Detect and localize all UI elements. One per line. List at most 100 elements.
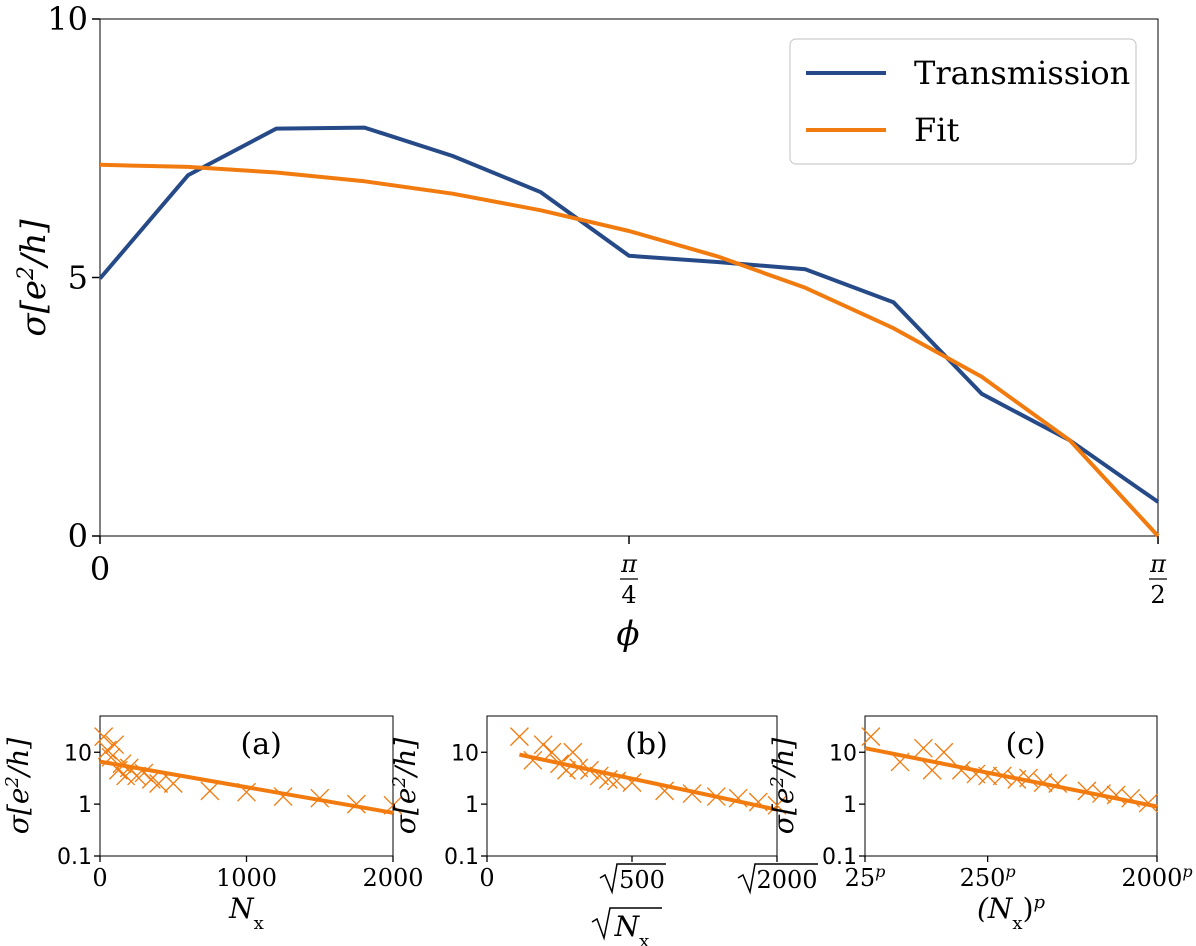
fit-line <box>519 752 778 812</box>
subplot-x-label: Nx <box>228 892 264 934</box>
scatter-point <box>542 742 562 762</box>
subplot-y-label: σ[e2/h] <box>389 738 423 835</box>
subplot-x-tick-label: 2000 <box>756 866 817 894</box>
sqrt-symbol <box>737 863 818 895</box>
main-y-tick-label: 5 <box>68 259 88 297</box>
subplot-a: 0.1 1 10 0 1000 2000 (a) σ[e2/h] Nx <box>2 715 424 934</box>
main-y-tick-label: 10 <box>47 0 88 38</box>
main-plot: 0 5 10 0 π 4 π 2 σ[e2/h] ϕ Transmission Fit <box>14 0 1168 654</box>
main-x-tick-label-den: 4 <box>621 581 636 609</box>
series-line-transmission <box>98 125 1160 504</box>
scatter-point <box>383 795 403 815</box>
scatter-point <box>346 794 366 814</box>
subplot-y-tick-label: 0.1 <box>444 845 479 870</box>
legend-label-transmission: Transmission <box>914 54 1130 92</box>
subplot-y-tick-label: 1 <box>78 793 92 818</box>
fit-line <box>99 759 394 815</box>
subplot-x-tick-label: 0 <box>92 864 107 892</box>
scatter-point <box>1019 768 1038 788</box>
subplot-y-tick-label: 10 <box>829 741 857 766</box>
scatter-point <box>622 773 642 793</box>
subplot-x-tick-label: 2000 <box>362 864 423 892</box>
scatter-point <box>163 774 183 793</box>
main-series <box>98 125 1160 538</box>
scatter-point <box>1092 784 1111 803</box>
scatter-point <box>509 727 529 747</box>
scatter-point <box>141 769 161 789</box>
scatter-point <box>861 727 881 747</box>
scatter-point <box>310 788 330 808</box>
main-y-tick-label: 0 <box>68 517 88 555</box>
panel-label: (a) <box>241 727 282 762</box>
scatter-point <box>934 742 954 762</box>
scatter-point <box>556 760 576 780</box>
main-x-tick-label: 0 <box>90 550 110 588</box>
scatter-point <box>748 792 768 812</box>
scatter-point <box>94 727 114 747</box>
scatter-point <box>922 760 942 780</box>
scatter-point <box>108 760 128 780</box>
legend-label-fit: Fit <box>914 111 959 149</box>
scatter-point <box>992 766 1012 786</box>
subplot-x-label: Nx <box>614 910 650 946</box>
scatter-point <box>1106 785 1126 805</box>
scatter-point <box>951 760 971 780</box>
scatter-point <box>563 742 583 762</box>
scatter-point <box>580 760 599 780</box>
scatter-point <box>655 781 675 801</box>
scatter-point <box>149 774 169 793</box>
scatter-point <box>533 735 553 755</box>
scatter-point <box>523 750 543 770</box>
scatter-point <box>1007 769 1027 789</box>
subplot-x-tick-label: 250p <box>960 862 1016 893</box>
scatter-point <box>913 738 933 758</box>
main-ticks: 0 5 10 0 π 4 π 2 <box>47 0 1167 609</box>
scatter-point <box>1138 793 1158 813</box>
subplot-y-label: σ[e2/h] <box>2 738 36 835</box>
main-x-tick-label-num: π <box>620 550 638 578</box>
scatter-point <box>767 795 787 815</box>
scatter-point <box>237 782 256 802</box>
sqrt-symbol <box>599 863 666 895</box>
main-y-label: σ[e2/h] <box>14 219 55 337</box>
subplot-y-tick-label: 10 <box>64 741 92 766</box>
scatter-point <box>706 787 726 807</box>
subplot-x-tick-label: 0 <box>479 864 494 892</box>
fit-line <box>864 746 1158 809</box>
scatter-point <box>978 766 998 786</box>
subplot-b: 0.1 1 10 0 500 2000 (b) σ[e2/h] Nx <box>389 715 818 946</box>
scatter-point <box>127 766 147 786</box>
panel-label: (b) <box>625 727 668 762</box>
main-x-tick-label-num: π <box>1149 550 1167 578</box>
subplot-y-tick-label: 10 <box>451 741 479 766</box>
scatter-point <box>682 784 702 803</box>
subplot-y-tick-label: 0.1 <box>57 845 92 870</box>
scatter-point <box>728 788 748 808</box>
subplot-y-label: σ[e2/h] <box>767 738 801 835</box>
scatter-point <box>200 781 220 801</box>
series-line-fit <box>99 162 1160 538</box>
main-x-label: ϕ <box>616 614 639 654</box>
subplot-x-tick-label: 2000p <box>1121 862 1192 893</box>
scatter-point <box>105 735 125 755</box>
scatter-point <box>1048 774 1068 793</box>
scatter-point <box>101 747 121 767</box>
legend: Transmission Fit <box>789 38 1137 165</box>
sqrt-symbol-xlabel <box>591 907 662 941</box>
subplot-y-tick-label: 1 <box>465 793 479 818</box>
subplot-x-tick-label: 500 <box>619 866 665 894</box>
main-x-tick-label-den: 2 <box>1150 581 1165 609</box>
subplot-frame <box>864 715 1158 857</box>
subplot-x-tick-label: 1000 <box>216 864 277 892</box>
legend-box <box>789 38 1137 165</box>
scatter-point <box>1033 773 1053 793</box>
scatter-point <box>1121 788 1141 808</box>
subplot-c: 0.1 1 10 25p 250p 2000p (c) σ[e2/h] (Nx)p <box>767 715 1193 934</box>
scatter-point <box>966 764 986 784</box>
scatter-point <box>569 758 589 778</box>
scatter-point <box>273 787 293 807</box>
subplot-y-tick-label: 0.1 <box>822 845 857 870</box>
subplot-y-tick-label: 1 <box>843 793 857 818</box>
scatter-point <box>890 752 910 772</box>
